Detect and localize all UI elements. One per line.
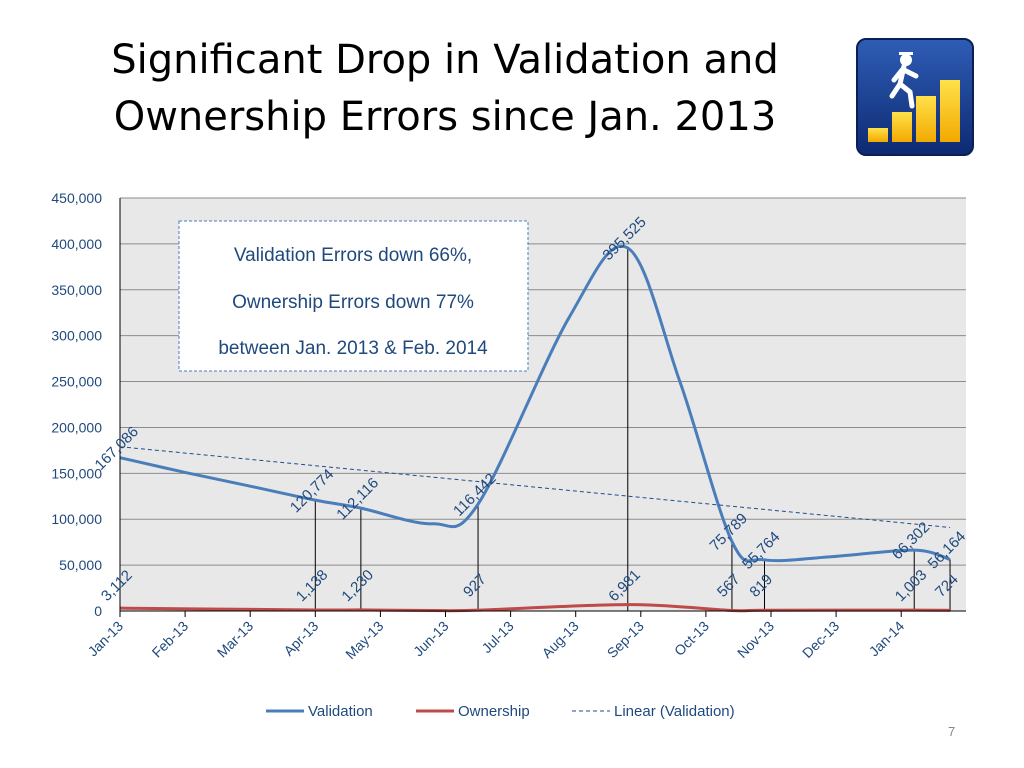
- x-tick-label: Aug-13: [539, 618, 582, 661]
- legend-validation-label: Validation: [308, 703, 373, 720]
- y-tick-label: 250,000: [51, 374, 102, 390]
- annotation-line-3: between Jan. 2013 & Feb. 2014: [218, 338, 488, 359]
- annotation-line-1: Validation Errors down 66%,: [234, 245, 472, 266]
- x-tick-label: Jan-13: [85, 618, 127, 660]
- y-tick-label: 150,000: [51, 465, 102, 481]
- annotation-box: Validation Errors down 66%, Ownership Er…: [178, 220, 529, 372]
- y-tick-label: 200,000: [51, 419, 102, 435]
- legend-trendline-label: Linear (Validation): [614, 703, 735, 720]
- ownership-line: [119, 603, 951, 613]
- page-number: 7: [948, 724, 956, 739]
- person-climbing-bar-chart-icon: [856, 38, 974, 156]
- annotation-line-2: Ownership Errors down 77%: [232, 292, 474, 313]
- x-tick-label: Mar-13: [214, 618, 257, 661]
- x-tick-label: Oct-13: [671, 618, 712, 659]
- x-tick-label: May-13: [342, 618, 386, 662]
- legend-ownership-label: Ownership: [458, 703, 530, 720]
- title-line-2: Ownership Errors since Jan. 2013: [113, 94, 777, 140]
- slide-title: Significant Drop in Validation and Owner…: [40, 32, 850, 146]
- x-tick-label: Apr-13: [280, 618, 321, 659]
- x-tick-label: Dec-13: [799, 618, 842, 661]
- x-tick-label: Jul-13: [478, 618, 516, 656]
- y-tick-label: 300,000: [51, 328, 102, 344]
- y-tick-label: 0: [94, 603, 102, 619]
- title-line-1: Significant Drop in Validation and: [111, 37, 779, 83]
- y-tick-label: 100,000: [51, 511, 102, 527]
- x-tick-label: Jan-14: [866, 618, 908, 660]
- y-tick-label: 350,000: [51, 282, 102, 298]
- y-tick-label: 450,000: [51, 190, 102, 206]
- validation-trendline: [119, 446, 951, 528]
- x-tick-label: Sep-13: [604, 618, 647, 661]
- line-chart: 0 50,000 100,000 150,000 200,000 250,000 300,0…: [51, 190, 969, 720]
- validation-line: [119, 244, 951, 563]
- y-tick-label: 400,000: [51, 236, 102, 252]
- x-tick-label: Feb-13: [149, 618, 192, 661]
- y-tick-label: 50,000: [59, 557, 102, 573]
- x-tick-label: Jun-13: [410, 618, 452, 660]
- x-tick-label: Nov-13: [734, 618, 777, 661]
